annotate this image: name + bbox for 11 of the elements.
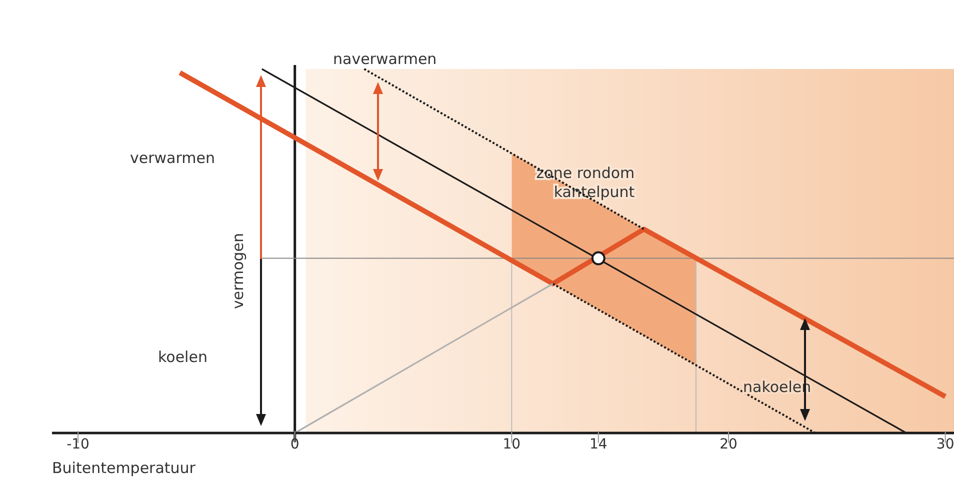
x-axis-title: Buitentemperatuur — [52, 459, 196, 477]
y-axis-title: vermogen — [229, 232, 247, 310]
x-tick-label: -10 — [66, 436, 90, 453]
annotation: verwarmen — [130, 149, 215, 167]
x-tick-label: 0 — [290, 436, 300, 453]
annotation: koelen — [158, 348, 208, 366]
x-tick-label: 10 — [502, 436, 521, 453]
x-tick-label: 14 — [589, 436, 608, 453]
x-tick-label: 20 — [720, 436, 738, 453]
x-tick-label: 30 — [936, 436, 954, 453]
text: naverwarmen — [333, 50, 437, 68]
